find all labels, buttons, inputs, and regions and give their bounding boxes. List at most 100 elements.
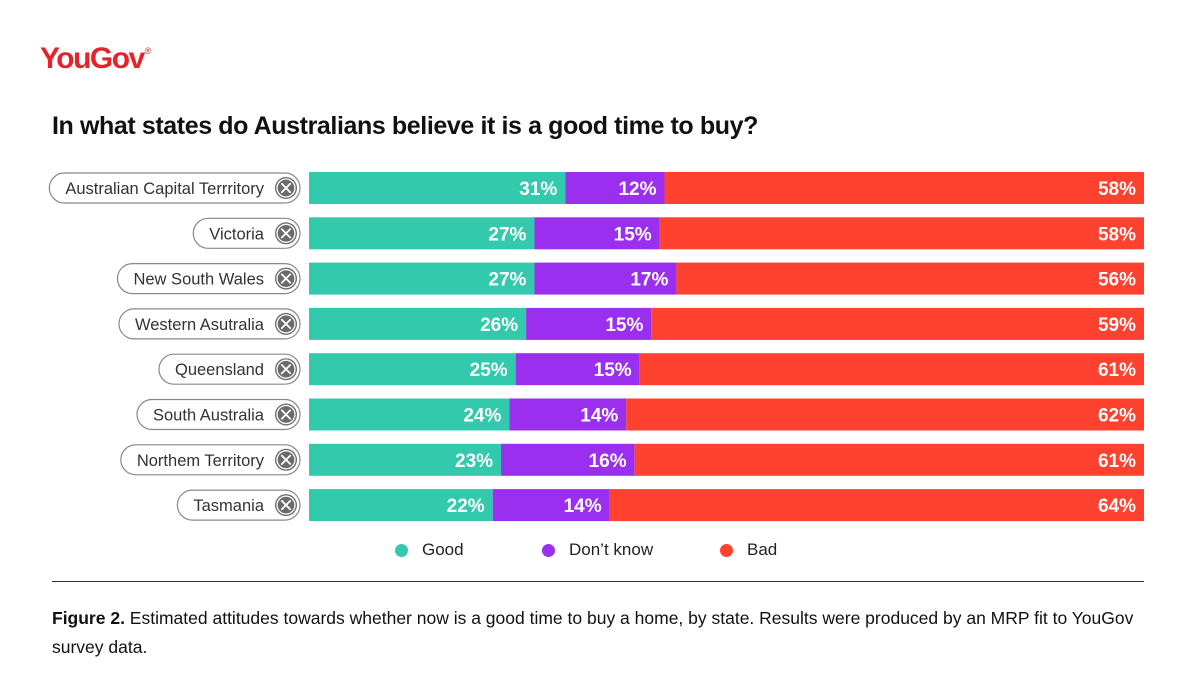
close-icon-ring <box>276 268 296 289</box>
close-icon-ring <box>276 359 296 379</box>
data-label-good: 24% <box>463 406 501 427</box>
close-icon <box>275 403 297 426</box>
bar-segment-good <box>309 489 493 522</box>
data-label-dont-know: 15% <box>614 224 652 245</box>
data-label-bad: 56% <box>1098 270 1136 291</box>
logo-text: YouGov <box>40 42 145 75</box>
legend-dot-bad <box>720 543 733 557</box>
close-icon-cross <box>280 228 292 239</box>
chart-title: In what states do Australians believe it… <box>52 112 758 140</box>
close-icon-ring <box>276 450 296 470</box>
legend-label-dont-know: Don’t know <box>569 540 654 559</box>
close-icon <box>275 448 297 471</box>
category-label: South Australia <box>153 407 265 425</box>
data-label-bad: 58% <box>1098 179 1136 200</box>
close-icon <box>275 222 297 245</box>
data-label-dont-know: 16% <box>589 451 627 472</box>
legend-dot-dont-know <box>542 543 555 557</box>
bar-segment-dont-know <box>509 398 627 431</box>
close-icon-cross <box>280 409 292 420</box>
bar-segment-dont-know <box>492 489 610 522</box>
bar-segment-bad <box>664 172 1144 204</box>
close-icon-cross <box>280 364 292 375</box>
bar-segment-dont-know <box>534 262 677 295</box>
legend-dot-good <box>395 543 408 557</box>
bar-segment-bad <box>676 262 1144 295</box>
close-icon-ring <box>276 314 296 334</box>
figure-label: Figure 2. <box>52 608 125 628</box>
caption-divider <box>52 581 1144 582</box>
close-icon-cross <box>280 318 292 329</box>
close-icon-cross <box>280 182 292 194</box>
bar-segment-dont-know <box>526 307 652 340</box>
close-icon-ring <box>276 495 296 515</box>
bar-segment-good <box>309 307 527 340</box>
data-label-good: 23% <box>455 451 493 472</box>
data-label-bad: 61% <box>1098 451 1136 472</box>
data-label-dont-know: 15% <box>594 360 632 381</box>
category-pill <box>192 217 301 249</box>
close-icon-ring <box>276 178 296 198</box>
data-label-bad: 58% <box>1098 224 1136 245</box>
legend-label-good: Good <box>422 540 464 559</box>
bar-segment-bad <box>626 398 1144 431</box>
data-label-bad: 64% <box>1098 496 1136 517</box>
close-icon-ring <box>276 223 296 243</box>
bar-segment-bad <box>651 307 1144 340</box>
bar-segment-dont-know <box>515 353 640 386</box>
figure-caption: Figure 2. Estimated attitudes towards wh… <box>52 604 1147 662</box>
data-label-dont-know: 17% <box>630 270 668 291</box>
close-icon <box>275 358 297 381</box>
category-pill <box>120 444 301 476</box>
bar-segment-bad <box>634 443 1144 476</box>
figure-caption-text: Estimated attitudes towards whether now … <box>52 608 1134 657</box>
data-label-dont-know: 12% <box>618 179 656 200</box>
bar-segment-dont-know <box>565 172 665 204</box>
data-label-bad: 59% <box>1098 315 1136 336</box>
bar-segment-dont-know <box>501 443 635 476</box>
close-icon-ring <box>276 404 296 425</box>
bar-segment-bad <box>659 217 1144 250</box>
legend-item-bad: Bad <box>720 540 777 560</box>
data-label-bad: 61% <box>1098 360 1136 381</box>
category-pill <box>158 353 301 385</box>
data-label-good: 27% <box>488 270 526 291</box>
category-pill <box>48 172 301 204</box>
bar-segment-good <box>309 217 535 250</box>
bar-segment-good <box>309 353 516 386</box>
close-icon <box>275 177 297 199</box>
data-label-dont-know: 14% <box>564 496 602 517</box>
data-label-good: 27% <box>488 224 526 245</box>
close-icon-cross <box>280 273 292 284</box>
category-label: Western Asutralia <box>135 316 265 334</box>
close-icon-cross <box>280 454 292 465</box>
bar-segment-bad <box>639 353 1144 386</box>
yougov-logo: YouGov® <box>40 42 151 76</box>
close-icon <box>275 494 297 517</box>
registered-mark: ® <box>144 46 152 56</box>
category-label: New South Wales <box>133 271 264 289</box>
close-icon <box>275 312 297 335</box>
category-pill <box>136 398 301 431</box>
legend-item-dont-know: Don’t know <box>542 540 653 560</box>
data-label-good: 26% <box>480 315 518 336</box>
category-label: Australian Capital Terrritory <box>65 180 264 198</box>
data-label-bad: 62% <box>1098 406 1136 427</box>
bar-segment-bad <box>609 489 1144 522</box>
data-label-good: 31% <box>519 179 557 200</box>
bar-segment-dont-know <box>534 217 660 250</box>
chart-legend: Good Don’t know Bad <box>0 540 1200 562</box>
legend-item-good: Good <box>395 540 464 560</box>
category-pill <box>116 262 301 295</box>
data-label-dont-know: 15% <box>605 315 643 336</box>
data-label-good: 25% <box>470 360 508 381</box>
category-label: Queensland <box>175 361 264 379</box>
data-label-good: 22% <box>447 496 485 517</box>
close-icon <box>275 267 297 290</box>
bar-segment-good <box>309 172 566 204</box>
legend-label-bad: Bad <box>747 540 778 559</box>
category-label: Northem Territory <box>137 452 265 470</box>
category-pill <box>118 308 301 340</box>
data-label-dont-know: 14% <box>580 406 618 427</box>
category-pill <box>176 489 301 521</box>
